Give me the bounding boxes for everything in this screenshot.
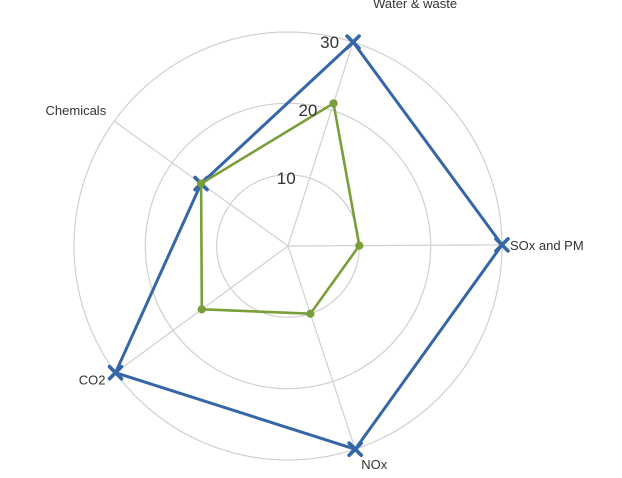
series-1-point xyxy=(345,34,361,50)
series-2-point xyxy=(306,309,315,318)
grid-spoke xyxy=(287,245,356,450)
series-2-point xyxy=(355,241,364,250)
series-2 xyxy=(197,99,364,318)
radar-labels: 10 20 30 Water & waste SOx and PM NOx CO2 Chemi… xyxy=(46,0,584,472)
radar-series xyxy=(107,34,510,457)
series-1-point xyxy=(107,364,124,381)
series-2-line xyxy=(199,101,361,316)
series-1-point xyxy=(347,441,363,457)
grid-spoke xyxy=(287,244,503,247)
series-1-line xyxy=(113,39,504,451)
radar-grid xyxy=(73,31,503,461)
grid-spoke xyxy=(287,41,354,247)
category-label: NOx xyxy=(361,457,388,472)
category-label: Chemicals xyxy=(46,103,107,118)
radial-tick-label: 30 xyxy=(320,33,339,52)
series-1-point xyxy=(494,237,510,253)
series-2-point xyxy=(197,305,206,314)
category-label: SOx and PM xyxy=(510,238,584,253)
category-label: Water & waste xyxy=(373,0,457,11)
category-label: CO2 xyxy=(79,373,106,388)
series-2-point xyxy=(329,99,338,108)
series-2-point xyxy=(197,179,206,188)
radial-tick-label: 20 xyxy=(298,101,317,120)
radial-tick-label: 10 xyxy=(277,169,296,188)
